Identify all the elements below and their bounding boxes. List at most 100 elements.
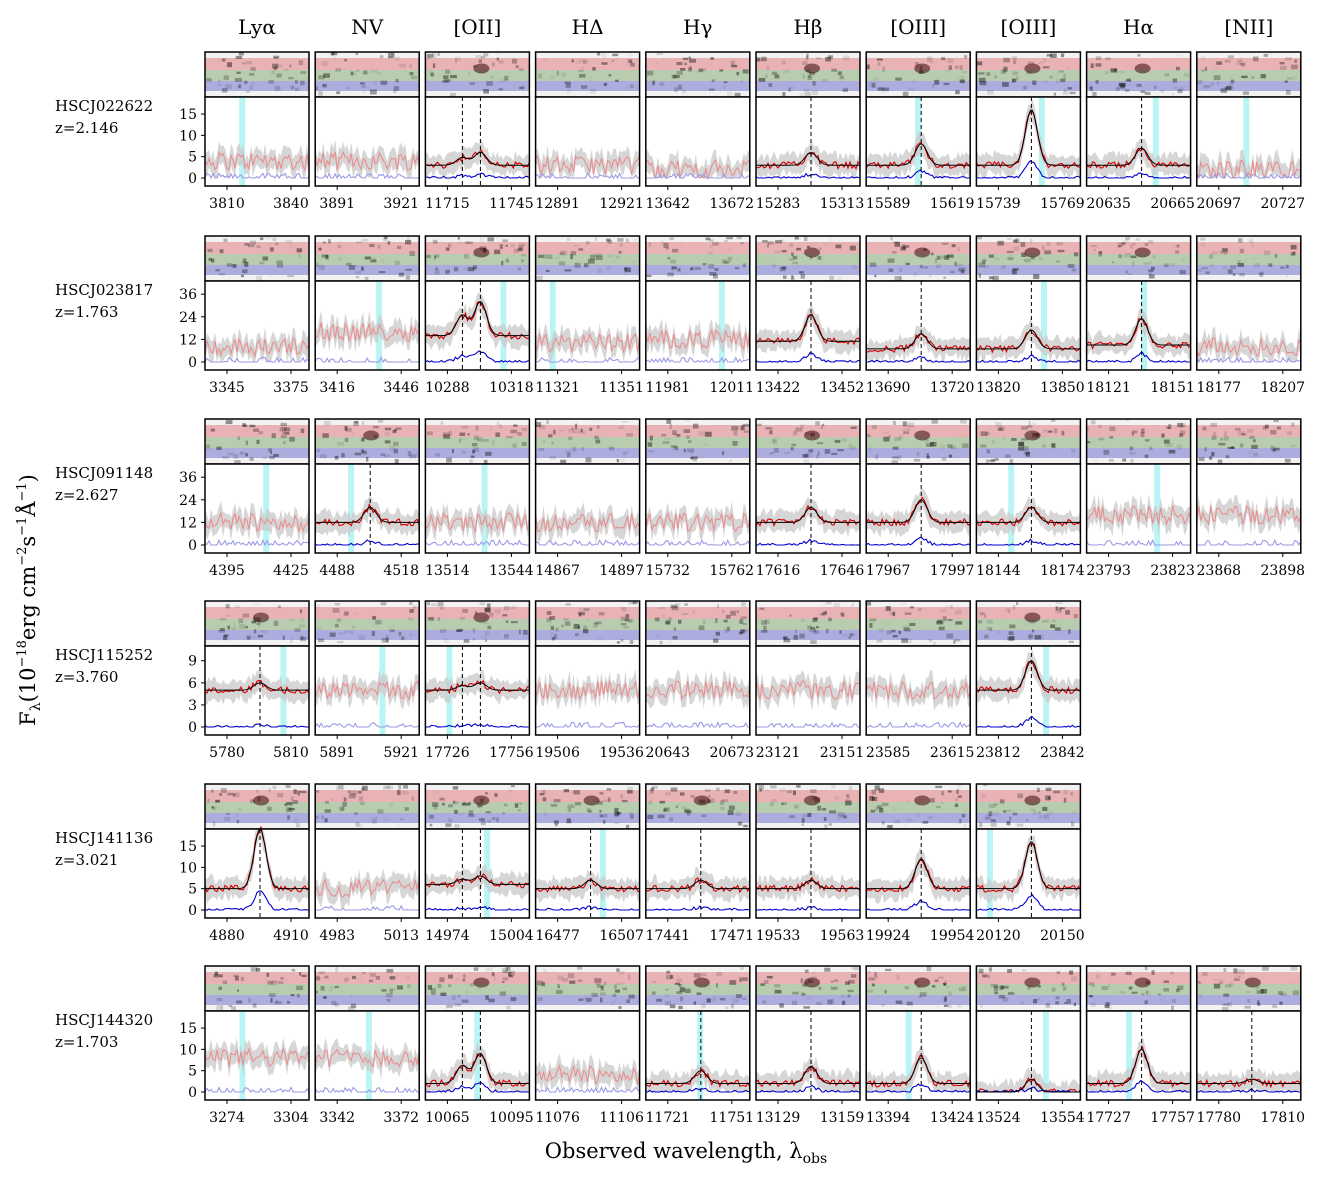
y-tick-label: 0 xyxy=(188,538,197,554)
error-band xyxy=(425,864,530,900)
error-band xyxy=(756,496,860,538)
model-fit xyxy=(1196,1078,1301,1084)
1d-spectrum xyxy=(975,828,1082,919)
sky-line xyxy=(1152,97,1159,186)
error-band xyxy=(425,292,530,352)
model-fit xyxy=(425,1052,530,1084)
y-tick-label: 0 xyxy=(188,903,197,919)
1d-spectrum xyxy=(424,463,531,554)
x-tick-label: 4488 xyxy=(319,563,355,579)
1d-spectrum xyxy=(204,826,310,919)
1d-spectrum xyxy=(314,828,420,919)
x-tick-label: 5013 xyxy=(383,928,419,944)
1d-spectrum xyxy=(314,96,420,187)
2d-spectrum xyxy=(755,235,861,282)
2d-spectrum xyxy=(204,783,310,830)
galaxy-rows: HSCJ022622 z=2.146 15 10 5 0 3810 3840 3891 3921 1… xyxy=(55,51,1305,1126)
x-tick-label: 19954 xyxy=(930,928,975,944)
sky-line xyxy=(697,1011,704,1100)
x-tick-label: 18151 xyxy=(1150,380,1195,396)
x-tick-label: 17471 xyxy=(710,928,755,944)
component-spectrum xyxy=(755,721,860,729)
2d-spectrum xyxy=(975,51,1082,98)
error-band xyxy=(1086,138,1191,178)
x-tick-label: 23812 xyxy=(976,745,1021,761)
x-tick-label: 3891 xyxy=(319,196,355,212)
galaxy-name: HSCJ115252 xyxy=(55,646,153,664)
x-tick-label: 17997 xyxy=(930,563,975,579)
observed-spectrum xyxy=(314,877,420,898)
x-tick-label: 10065 xyxy=(425,1110,470,1126)
model-fit xyxy=(756,1065,860,1084)
x-tick-label: 3921 xyxy=(383,196,419,212)
1d-spectrum xyxy=(755,828,861,919)
panel-7: 15739 15769 xyxy=(975,51,1085,212)
observed-spectrum xyxy=(204,511,310,533)
sky-line xyxy=(1041,281,1048,370)
1d-spectrum xyxy=(314,280,420,371)
panel-6: 15589 15619 xyxy=(865,51,974,212)
2d-spectrum xyxy=(204,51,310,98)
panel-3: 14867 14897 xyxy=(534,418,644,579)
model-fit xyxy=(425,151,530,166)
1d-spectrum xyxy=(1085,96,1192,187)
model-fit xyxy=(976,109,1081,166)
x-tick-label: 12921 xyxy=(599,196,644,212)
component-spectrum xyxy=(425,1082,530,1093)
x-tick-label: 17726 xyxy=(425,745,470,761)
x-tick-label: 13424 xyxy=(930,1110,975,1126)
x-tick-label: 10288 xyxy=(425,380,470,396)
component-spectrum xyxy=(976,538,1081,546)
1d-spectrum xyxy=(865,1010,971,1101)
x-tick-label: 17646 xyxy=(820,563,865,579)
panel-8: 18121 18151 xyxy=(1085,235,1195,396)
x-tick-label: 18121 xyxy=(1086,380,1131,396)
galaxy-redshift: z=2.627 xyxy=(55,486,118,504)
error-band xyxy=(756,141,860,178)
1d-spectrum xyxy=(975,1010,1082,1101)
2d-spectrum xyxy=(755,783,861,830)
observed-spectrum xyxy=(535,332,641,354)
1d-spectrum xyxy=(424,1010,531,1101)
x-tick-label: 20697 xyxy=(1197,196,1242,212)
galaxy-redshift: z=1.763 xyxy=(55,303,118,321)
error-band xyxy=(315,868,420,910)
model-fit xyxy=(976,1078,1081,1093)
column-header-1: NV xyxy=(351,15,384,39)
error-band xyxy=(866,1042,971,1092)
component-spectrum xyxy=(204,538,310,547)
2d-spectrum xyxy=(975,783,1082,830)
panel-0: 4395 4425 xyxy=(204,418,310,579)
error-band xyxy=(425,140,530,178)
2d-spectrum xyxy=(534,235,641,282)
observed-spectrum xyxy=(314,150,420,172)
2d-spectrum xyxy=(755,600,861,647)
2d-spectrum xyxy=(645,783,751,830)
galaxy-row-HSCJ091148: HSCJ091148 z=2.627 36 24 12 0 4395 4425 4488 4518… xyxy=(55,418,1305,579)
1d-spectrum xyxy=(1196,1010,1302,1101)
model-fit xyxy=(1086,147,1191,166)
component-spectrum xyxy=(425,723,530,728)
x-tick-label: 13394 xyxy=(866,1110,911,1126)
1d-spectrum xyxy=(534,828,641,919)
x-tick-label: 16477 xyxy=(535,928,580,944)
x-tick-label: 3375 xyxy=(273,380,309,396)
panel-0: 3810 3840 xyxy=(204,51,310,212)
2d-spectrum xyxy=(204,600,310,647)
component-spectrum xyxy=(976,160,1081,179)
model-fit xyxy=(866,858,971,890)
x-tick-label: 5891 xyxy=(319,745,355,761)
x-tick-label: 13514 xyxy=(425,563,470,579)
x-tick-label: 5921 xyxy=(383,745,419,761)
model-fit xyxy=(866,1057,971,1084)
model-fit xyxy=(535,879,640,890)
component-spectrum xyxy=(1086,1079,1191,1093)
panel-2: 17726 17756 xyxy=(424,600,534,761)
galaxy-name: HSCJ023817 xyxy=(55,281,153,299)
galaxy-row-HSCJ144320: HSCJ144320 z=1.703 15 10 5 0 3274 3304 3342 3372 1… xyxy=(55,965,1305,1126)
x-tick-label: 5810 xyxy=(273,745,309,761)
2d-spectrum xyxy=(1085,51,1192,98)
model-fit xyxy=(756,506,860,523)
1d-spectrum xyxy=(975,280,1082,371)
sky-line xyxy=(1038,97,1045,186)
